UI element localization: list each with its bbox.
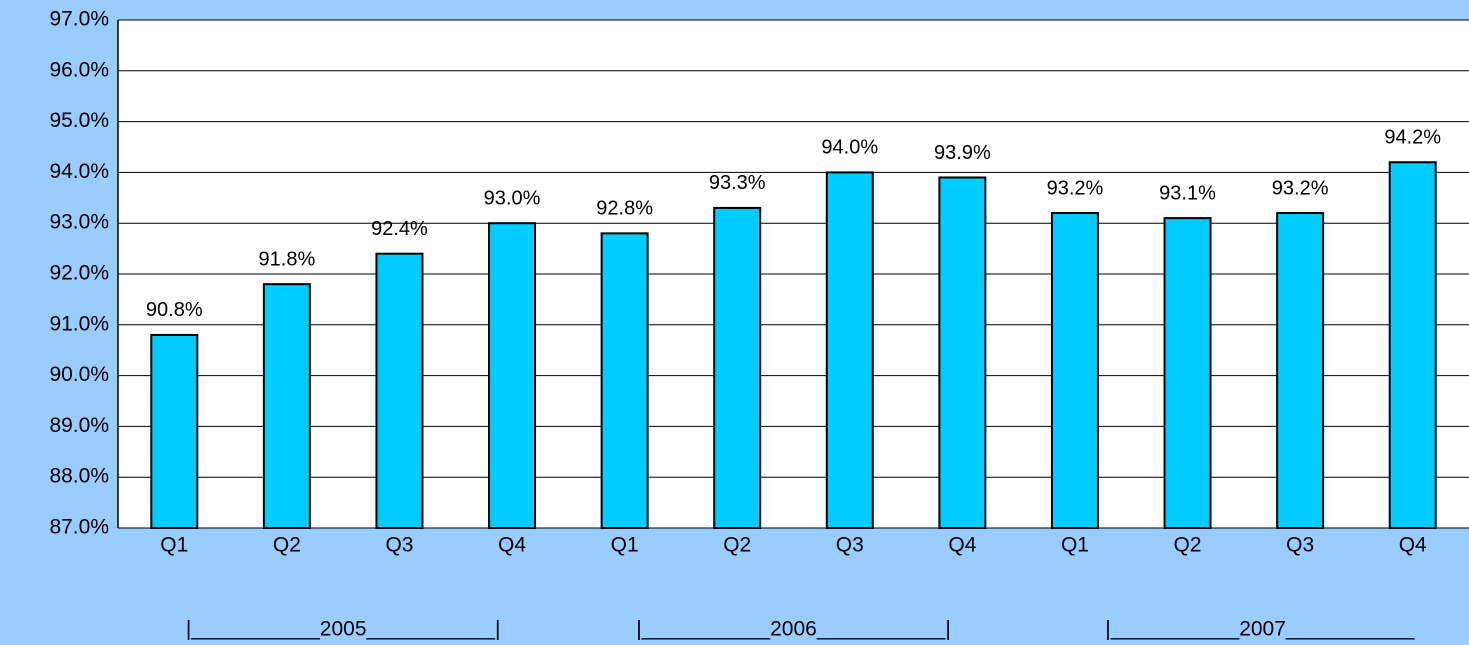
x-tick-label: Q4 (498, 534, 526, 557)
x-tick-label: Q2 (273, 534, 301, 557)
y-tick-label: 93.0% (49, 211, 109, 234)
x-tick-label: Q3 (385, 534, 413, 557)
x-tick-label: Q3 (1286, 534, 1314, 557)
value-label: 94.2% (1384, 127, 1441, 149)
group-label: |___________2005___________| (186, 618, 501, 641)
bar (1276, 212, 1325, 529)
y-tick-label: 97.0% (49, 8, 109, 31)
x-tick-label: Q1 (1061, 534, 1089, 557)
bar (375, 252, 424, 529)
y-tick-label: 89.0% (49, 414, 109, 437)
x-tick-label: Q3 (836, 534, 864, 557)
bar (825, 171, 874, 529)
bar (938, 176, 987, 529)
y-tick-label: 95.0% (49, 109, 109, 132)
value-label: 93.0% (484, 187, 541, 209)
x-tick-label: Q1 (160, 534, 188, 557)
value-label: 93.9% (934, 142, 991, 164)
x-tick-label: Q2 (723, 534, 751, 557)
y-tick-label: 90.0% (49, 363, 109, 386)
y-tick-label: 88.0% (49, 465, 109, 488)
y-tick-label: 96.0% (49, 58, 109, 81)
y-tick-label: 92.0% (49, 262, 109, 285)
value-label: 94.0% (821, 137, 878, 159)
value-label: 93.2% (1272, 177, 1329, 199)
value-label: 93.1% (1159, 182, 1216, 204)
bar (1163, 217, 1212, 529)
group-label: |___________2006___________| (636, 618, 951, 641)
x-tick-label: Q2 (1174, 534, 1202, 557)
bar (150, 333, 199, 529)
x-tick-label: Q4 (1399, 534, 1427, 557)
bar (600, 232, 649, 530)
x-tick-label: Q1 (611, 534, 639, 557)
bar (488, 222, 537, 529)
bar (713, 206, 762, 530)
value-label: 92.8% (596, 198, 653, 220)
value-label: 93.2% (1047, 177, 1104, 199)
value-label: 90.8% (146, 299, 203, 321)
bar (262, 283, 311, 529)
y-tick-label: 94.0% (49, 160, 109, 183)
x-tick-label: Q4 (948, 534, 976, 557)
bar (1388, 161, 1437, 530)
bar (1050, 212, 1099, 529)
value-label: 92.4% (371, 218, 428, 240)
y-tick-label: 87.0% (49, 516, 109, 539)
value-label: 93.3% (709, 172, 766, 194)
y-tick-label: 91.0% (49, 312, 109, 335)
group-label: |___________2007___________ (1105, 618, 1414, 641)
value-label: 91.8% (259, 248, 316, 270)
